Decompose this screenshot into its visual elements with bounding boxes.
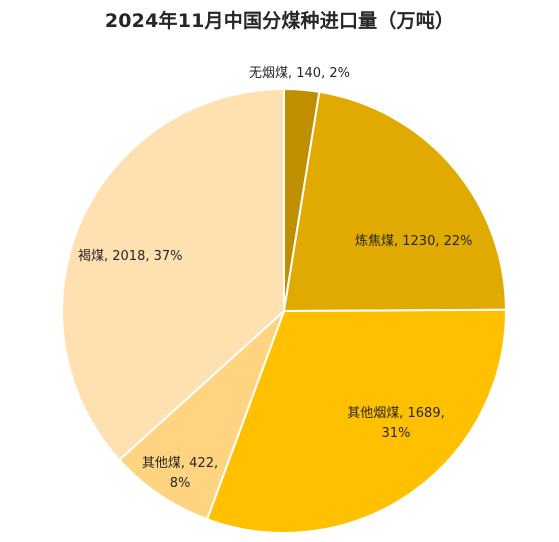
pie-slice-other-bituminous [205, 308, 508, 534]
slice-label-anthracite: 无烟煤, 140, 2% [249, 66, 350, 81]
slice-label-other-bituminous: 其他烟煤, 1689, 31% [347, 406, 445, 441]
pie-slice-lignite [61, 87, 285, 462]
slice-label-lignite: 褐煤, 2018, 37% [78, 249, 183, 264]
slice-label-coking-coal: 炼焦煤, 1230, 22% [355, 234, 473, 249]
pie-slice-coking-coal [282, 90, 508, 313]
chart-title: 2024年11月中国分煤种进口量（万吨） [104, 10, 455, 32]
pie-slice-other-coal [117, 310, 285, 521]
slice-label-other-coal: 其他煤, 422, 8% [141, 456, 219, 491]
